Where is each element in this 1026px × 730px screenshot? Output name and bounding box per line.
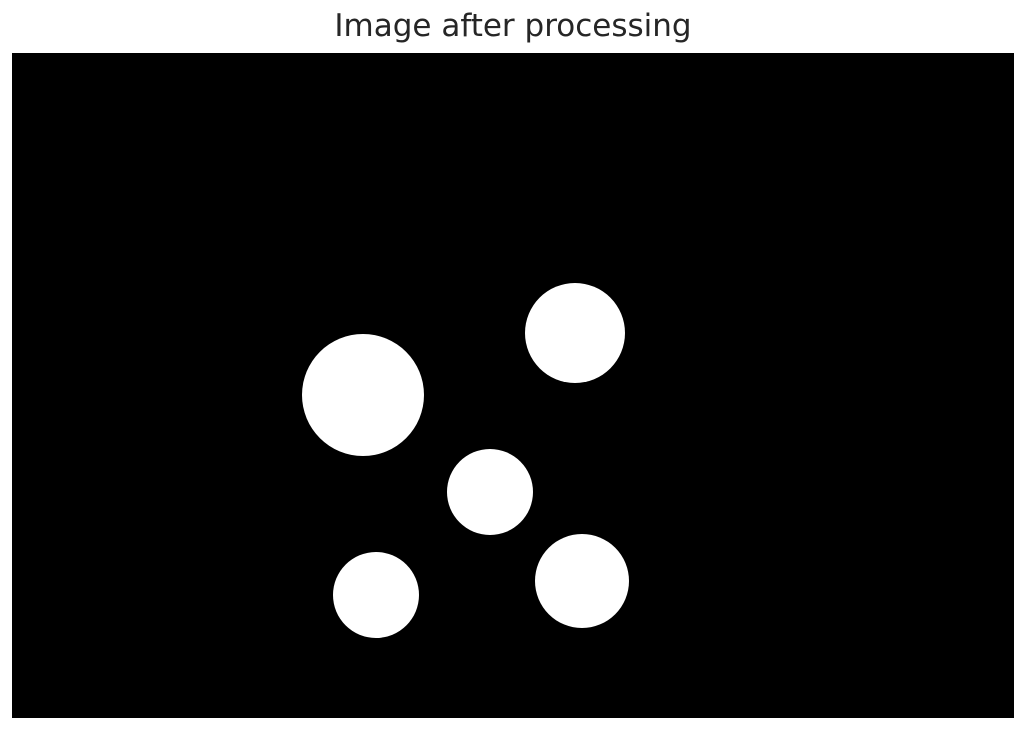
- white-blob-top-right: [525, 283, 625, 383]
- processed-image: [12, 53, 1014, 718]
- white-blob-bottom-right: [535, 534, 629, 628]
- white-blob-center: [447, 449, 533, 535]
- white-blob-bottom-left: [333, 552, 419, 638]
- white-blob-large-left: [302, 334, 424, 456]
- figure-title: Image after processing: [334, 8, 692, 44]
- binary-mask-image: [12, 53, 1014, 718]
- image-background: [12, 53, 1014, 718]
